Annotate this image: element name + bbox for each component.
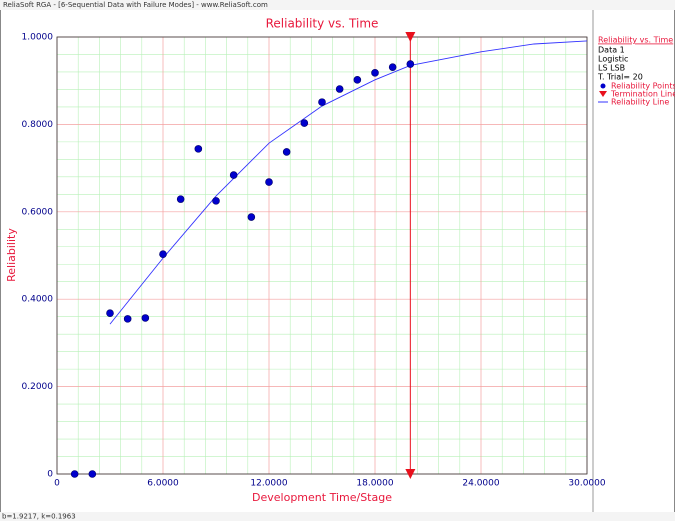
reliability-point xyxy=(247,213,256,221)
x-tick-label: 18.0000 xyxy=(356,479,393,489)
x-tick-label: 24.0000 xyxy=(462,479,499,489)
legend-info: T. Trial= 20 xyxy=(597,73,643,82)
x-tick-label: 0 xyxy=(54,479,60,489)
reliability-point xyxy=(141,314,150,322)
status-text: b=1.9217, k=0.1963 xyxy=(2,513,76,521)
reliability-point xyxy=(123,315,132,323)
termination-marker xyxy=(405,32,416,42)
reliability-point xyxy=(70,470,79,478)
reliability-point xyxy=(229,171,238,179)
reliability-point xyxy=(282,148,291,156)
reliability-point xyxy=(176,195,185,203)
reliability-point xyxy=(406,60,415,68)
y-tick-label: 0.8000 xyxy=(22,120,54,130)
status-bar xyxy=(0,512,675,521)
plot-border xyxy=(56,36,588,475)
reliability-line xyxy=(109,40,588,325)
reliability-point xyxy=(388,63,397,71)
plot-area xyxy=(57,37,587,474)
chart-title: Reliability vs. Time xyxy=(266,17,379,31)
reliability-point xyxy=(353,76,362,84)
legend-info: Data 1 xyxy=(598,46,625,55)
y-tick-label: 0 xyxy=(47,470,53,480)
y-tick-label: 1.0000 xyxy=(22,33,54,43)
reliability-point xyxy=(212,197,220,205)
legend-info: Logistic xyxy=(598,55,628,64)
legend-swatch xyxy=(600,83,606,89)
reliability-point xyxy=(265,178,273,186)
legend-info: LS LSB xyxy=(598,64,625,73)
reliability-point xyxy=(300,119,309,127)
y-tick-label: 0.6000 xyxy=(22,207,54,217)
reliability-point xyxy=(335,85,344,93)
legend-title: Reliability vs. Time xyxy=(598,36,673,45)
x-axis-label: Development Time/Stage xyxy=(252,491,392,504)
x-tick-label: 30.0000 xyxy=(568,479,605,489)
legend-label: Reliability Line xyxy=(611,98,669,107)
reliability-point xyxy=(371,69,379,77)
legend-label: Termination Line xyxy=(610,90,675,99)
window-title: ReliaSoft RGA - [6-Sequential Data with … xyxy=(3,1,268,9)
termination-marker xyxy=(405,469,416,479)
reliability-point xyxy=(88,470,97,478)
reliability-point xyxy=(159,250,167,258)
reliability-point xyxy=(106,309,114,317)
legend-swatch xyxy=(599,91,607,97)
x-tick-label: 6.0000 xyxy=(147,479,179,489)
y-axis-label: Reliability xyxy=(5,228,18,282)
legend-label: Reliability Points xyxy=(611,82,675,91)
reliability-point xyxy=(194,145,203,153)
y-tick-label: 0.4000 xyxy=(22,295,54,305)
reliability-point xyxy=(318,98,326,106)
x-tick-label: 12.0000 xyxy=(250,479,287,489)
title-bar xyxy=(0,0,675,10)
y-tick-label: 0.2000 xyxy=(22,382,54,392)
